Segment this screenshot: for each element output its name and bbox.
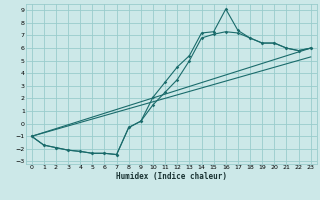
X-axis label: Humidex (Indice chaleur): Humidex (Indice chaleur) <box>116 172 227 181</box>
